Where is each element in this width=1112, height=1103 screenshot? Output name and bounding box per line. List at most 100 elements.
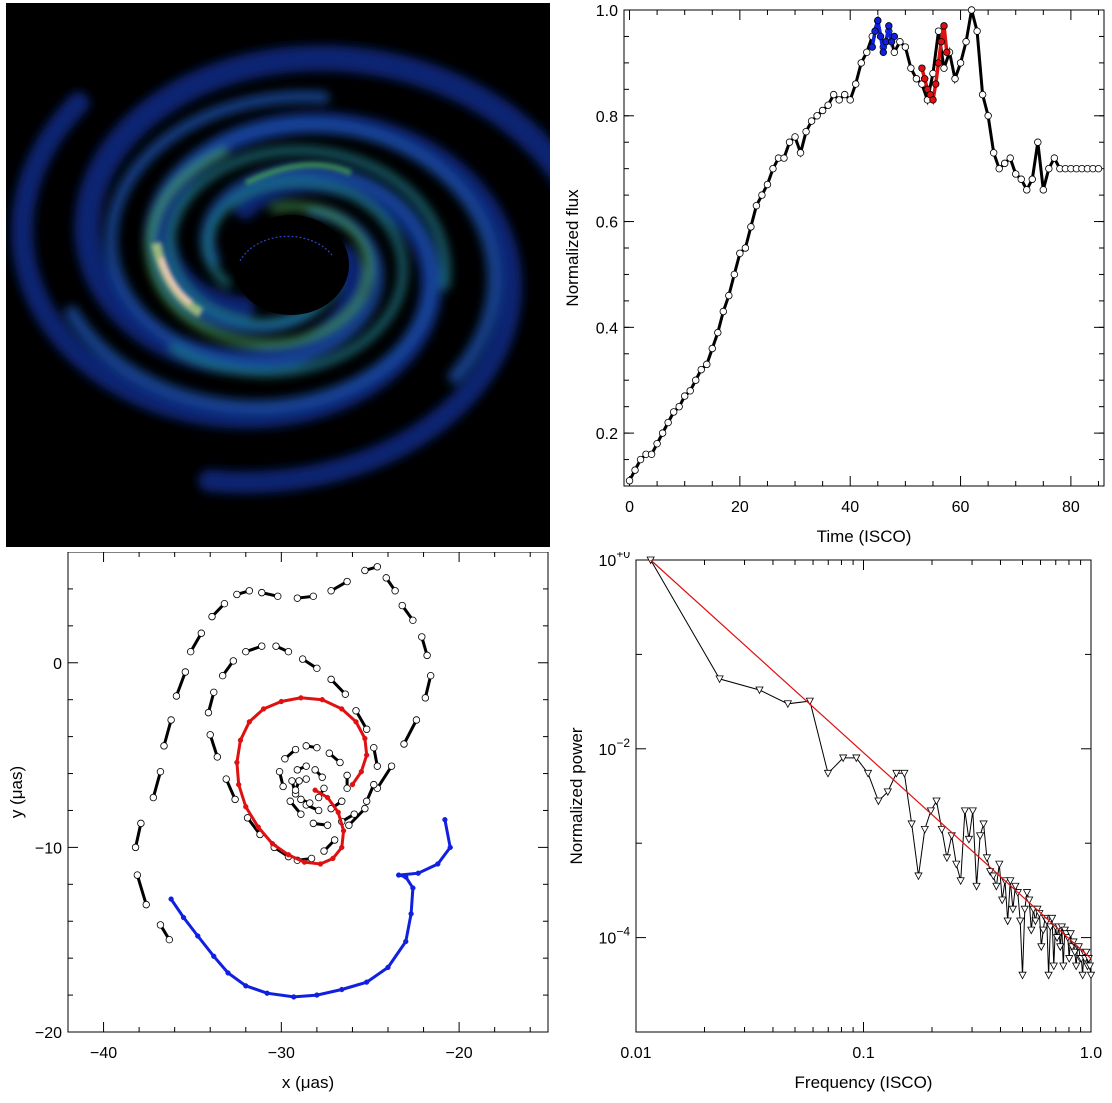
centroid-highlight-point	[317, 861, 324, 867]
power-point	[1018, 971, 1027, 980]
centroid-highlight-point	[195, 933, 201, 939]
flux-point	[978, 90, 987, 99]
power-point	[1086, 971, 1096, 980]
flux-point	[932, 80, 940, 88]
power-point	[995, 860, 1004, 869]
x-axis-title: Time (ISCO)	[817, 527, 912, 546]
centroid-highlight-point	[243, 983, 249, 989]
flux-point	[1028, 175, 1036, 183]
centroid-highlight-point	[339, 844, 345, 851]
power-point	[972, 882, 981, 891]
flux-point	[658, 429, 667, 437]
centroid-point	[165, 935, 174, 944]
power-point	[960, 807, 970, 816]
centroid-highlight-point	[396, 872, 402, 878]
centroid-highlight-point	[180, 914, 187, 921]
centroid-point	[325, 749, 334, 757]
centroid-segment	[376, 765, 393, 790]
centroid-point	[350, 810, 358, 818]
centroid-point	[320, 847, 328, 855]
centroid-highlight-point	[408, 911, 414, 917]
centroid-point	[426, 671, 435, 680]
centroid-point	[373, 762, 382, 770]
flux-point	[653, 439, 661, 448]
centroid-highlight-point	[403, 938, 409, 945]
centroid-highlight-point	[353, 719, 359, 725]
centroid-point	[418, 633, 426, 641]
flux-point	[730, 270, 739, 279]
power-point	[823, 769, 833, 778]
flux-point	[863, 48, 871, 57]
centroid-highlight-point	[260, 706, 267, 712]
centroid-point	[233, 590, 241, 599]
flux-point	[1012, 170, 1020, 178]
centroid-point	[197, 629, 206, 637]
power-point	[1056, 943, 1065, 952]
x-axis-title: x (μas)	[282, 1073, 334, 1092]
power-point	[900, 769, 909, 778]
flux-point	[1050, 154, 1059, 162]
centroid-highlight-point	[339, 986, 345, 993]
flux-point	[818, 106, 827, 115]
flux-point	[967, 6, 976, 14]
flux-point	[937, 38, 945, 46]
power-point	[914, 872, 923, 881]
centroid-highlight-point	[435, 861, 441, 867]
disk-spiral-arm	[166, 146, 451, 328]
centroid-point	[218, 671, 227, 680]
centroid-point	[156, 921, 165, 929]
flux-point	[714, 328, 722, 337]
x-tick-label: 0.1	[852, 1045, 874, 1062]
power-point	[926, 807, 936, 816]
centroid-point	[208, 612, 216, 621]
x-axis-title: Frequency (ISCO)	[795, 1073, 933, 1092]
centroid-point	[142, 900, 150, 909]
centroid-point	[323, 821, 332, 829]
power-point	[1006, 877, 1015, 886]
flux-point	[879, 48, 888, 57]
flux-point	[807, 117, 816, 125]
flux-point	[752, 201, 761, 210]
centroid-segment	[151, 771, 162, 798]
centroid-segment	[162, 719, 173, 747]
flux-point	[890, 48, 899, 57]
power-point	[986, 868, 995, 876]
centroid-highlight-point	[362, 735, 368, 742]
centroid-point	[213, 753, 222, 761]
centroid-point	[314, 793, 323, 802]
power-point	[1066, 930, 1075, 939]
centroid-point	[330, 836, 339, 844]
y-tick-label: −10	[35, 840, 62, 857]
centroid-chart-svg: −40 −30 −20 −20 −10 0 x (μas) y (μas)	[7, 551, 549, 1092]
flux-point	[1034, 138, 1042, 146]
photon-ring	[239, 235, 333, 262]
y-tick-label: 0.8	[596, 109, 618, 126]
flux-point	[708, 344, 716, 353]
centroid-highlight-point	[264, 990, 270, 996]
centroid-segment	[402, 719, 418, 745]
centroid-point	[258, 588, 266, 597]
centroid-highlight-point	[291, 994, 297, 1000]
centroid-point	[370, 743, 378, 752]
y-tick-label: 0.4	[596, 320, 618, 337]
power-point	[1037, 943, 1046, 952]
power-point	[937, 826, 946, 834]
power-point	[874, 797, 883, 806]
centroid-point	[293, 594, 302, 602]
power-point	[1008, 905, 1018, 914]
flux-point	[896, 38, 904, 46]
centroid-point	[284, 647, 293, 656]
centroid-point	[286, 797, 294, 805]
flux-point	[719, 307, 728, 316]
disk-spiral-arm	[105, 90, 384, 368]
power-point	[863, 769, 873, 778]
power-point	[952, 860, 961, 869]
power-point	[1044, 971, 1053, 980]
power-point	[1031, 917, 1040, 926]
flux-point	[725, 291, 733, 300]
centroid-highlight-point	[243, 804, 249, 810]
power-point	[968, 807, 977, 816]
power-point	[956, 877, 965, 886]
centroid-point	[297, 810, 305, 818]
flux-point	[669, 408, 678, 416]
